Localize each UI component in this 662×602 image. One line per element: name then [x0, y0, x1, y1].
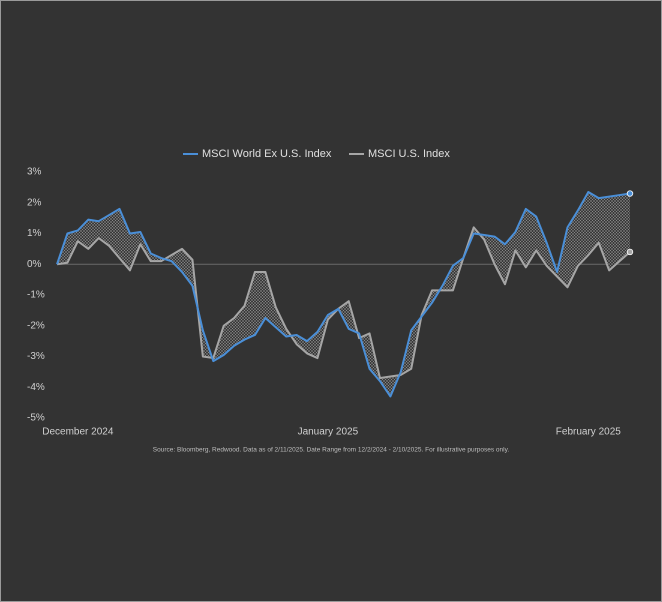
y-tick-label: -1% [27, 290, 45, 301]
y-tick-label: 1% [27, 228, 42, 239]
y-tick-label: -5% [27, 413, 45, 424]
legend-label: MSCI U.S. Index [368, 148, 450, 160]
end-marker [626, 190, 634, 197]
x-tick-label: January 2025 [298, 427, 359, 438]
end-marker [626, 248, 634, 256]
y-tick-label: 2% [27, 197, 42, 208]
y-tick-label: -2% [27, 320, 45, 331]
legend-label: MSCI World Ex U.S. Index [202, 148, 332, 160]
y-tick-label: 0% [27, 259, 42, 270]
x-tick-label: December 2024 [42, 427, 114, 438]
y-tick-label: -3% [27, 351, 45, 362]
source-note: Source: Bloomberg, Redwood. Data as of 2… [153, 447, 510, 454]
y-tick-label: 3% [27, 167, 42, 178]
y-tick-label: -4% [27, 382, 45, 393]
legend: MSCI World Ex U.S. Index MSCI U.S. Index [183, 148, 450, 160]
difference-shade [57, 191, 630, 397]
series-line [56, 226, 631, 380]
series-line [56, 190, 631, 398]
x-tick-label: February 2025 [556, 427, 621, 438]
